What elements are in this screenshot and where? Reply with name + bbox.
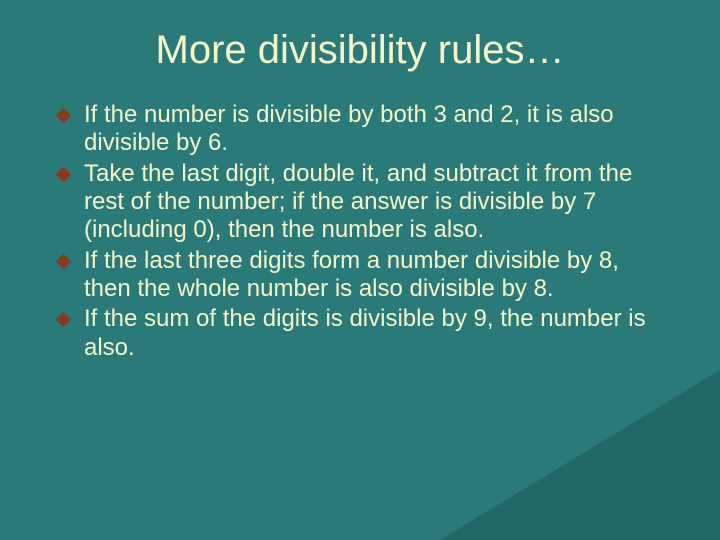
- diamond-icon: [56, 108, 72, 124]
- corner-decoration: [440, 370, 720, 540]
- list-item: Take the last digit, double it, and subt…: [56, 160, 672, 245]
- diamond-icon: [56, 166, 72, 182]
- bullet-text: If the last three digits form a number d…: [84, 247, 619, 302]
- diamond-icon: [56, 253, 72, 269]
- diamond-icon: [56, 312, 72, 328]
- list-item: If the sum of the digits is divisible by…: [56, 305, 672, 362]
- list-item: If the number is divisible by both 3 and…: [56, 101, 672, 158]
- bullet-list: If the number is divisible by both 3 and…: [48, 101, 672, 362]
- slide-title: More divisibility rules…: [48, 28, 672, 73]
- bullet-text: If the number is divisible by both 3 and…: [84, 101, 614, 156]
- bullet-text: Take the last digit, double it, and subt…: [84, 160, 632, 244]
- list-item: If the last three digits form a number d…: [56, 247, 672, 304]
- slide-container: More divisibility rules… If the number i…: [0, 0, 720, 540]
- bullet-text: If the sum of the digits is divisible by…: [84, 305, 646, 360]
